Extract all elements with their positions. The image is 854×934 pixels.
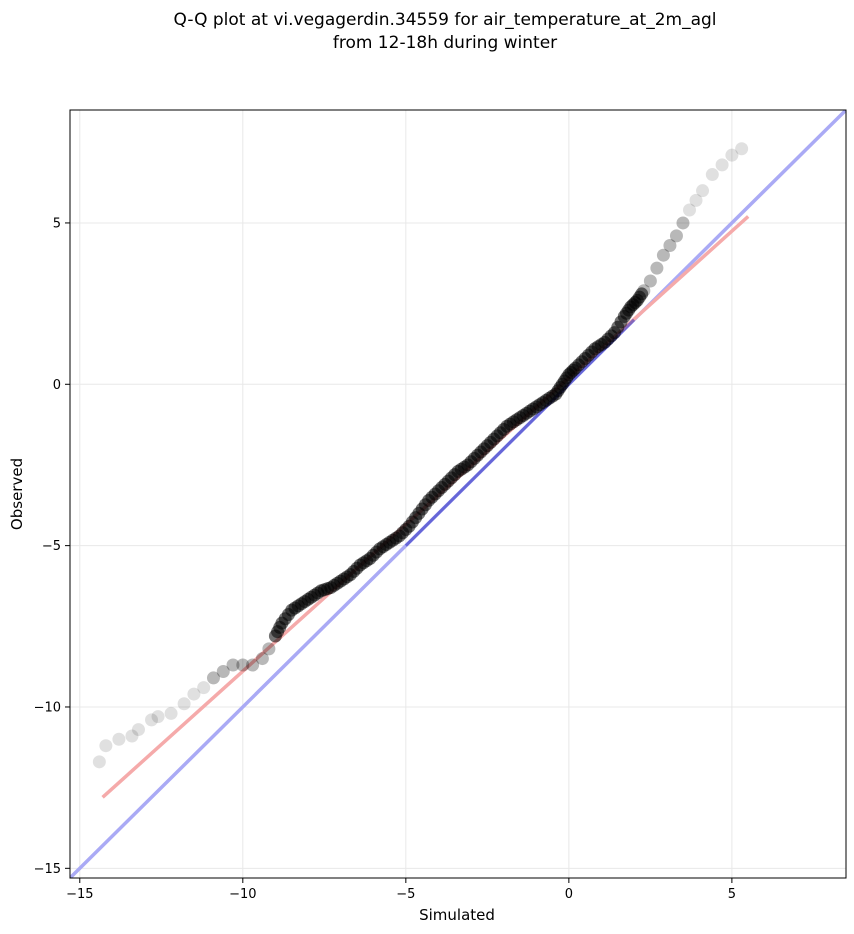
quantile-point [637,284,651,298]
y-tick-label: −10 [34,700,61,715]
quantile-point [682,203,696,217]
quantile-point [643,274,657,288]
quantile-point [177,697,191,711]
quantile-point [236,658,250,672]
y-tick-label: 5 [53,216,61,231]
quantile-point [112,732,126,746]
quantile-point [715,158,729,172]
quantile-point [669,229,683,243]
quantile-point [246,658,260,672]
quantile-point [187,687,201,701]
quantile-point [151,710,165,724]
quantile-point [705,168,719,182]
y-axis-label: Observed [8,458,26,530]
quantile-point [92,755,106,769]
quantile-point [650,261,664,275]
quantile-point [99,739,113,753]
x-tick-label: −15 [66,887,93,902]
quantile-point [145,713,159,727]
quantile-point [216,664,230,678]
quantile-point [725,148,739,162]
quantile-point [676,216,690,230]
x-tick-label: −5 [396,887,415,902]
quantile-point [255,652,269,666]
y-tick-label: −5 [42,539,61,554]
quantile-point [164,706,178,720]
quantile-point [635,287,649,301]
identity-line-highlight [404,318,636,547]
x-tick-label: 5 [728,887,736,902]
quantile-point [696,184,710,198]
quantile-point [663,239,677,253]
plot-frame [69,109,847,879]
x-axis-label: Simulated [419,906,495,924]
quantile-point [131,723,145,737]
reference-lines [70,110,846,878]
quantile-point [656,248,670,262]
quantile-point [206,671,220,685]
x-tick-label: 0 [565,887,573,902]
quantile-points [92,142,749,769]
quantile-point [689,193,703,207]
quantile-point [735,142,749,156]
grid [70,110,846,878]
chart-title-line-2: from 12-18h during winter [333,33,557,53]
quantile-point [262,642,276,656]
quantile-point [226,658,240,672]
x-tick-label: −10 [229,887,256,902]
y-tick-label: 0 [53,378,61,393]
quantile-point [197,681,211,695]
quantile-point [125,729,139,743]
y-axis-ticks: −15 −10 −5 0 5 [34,216,70,877]
x-axis-ticks: −15 −10 −5 0 5 [66,878,736,902]
chart-title-line-1: Q-Q plot at vi.vegagerdin.34559 for air_… [173,10,716,30]
y-tick-label: −15 [34,862,61,877]
